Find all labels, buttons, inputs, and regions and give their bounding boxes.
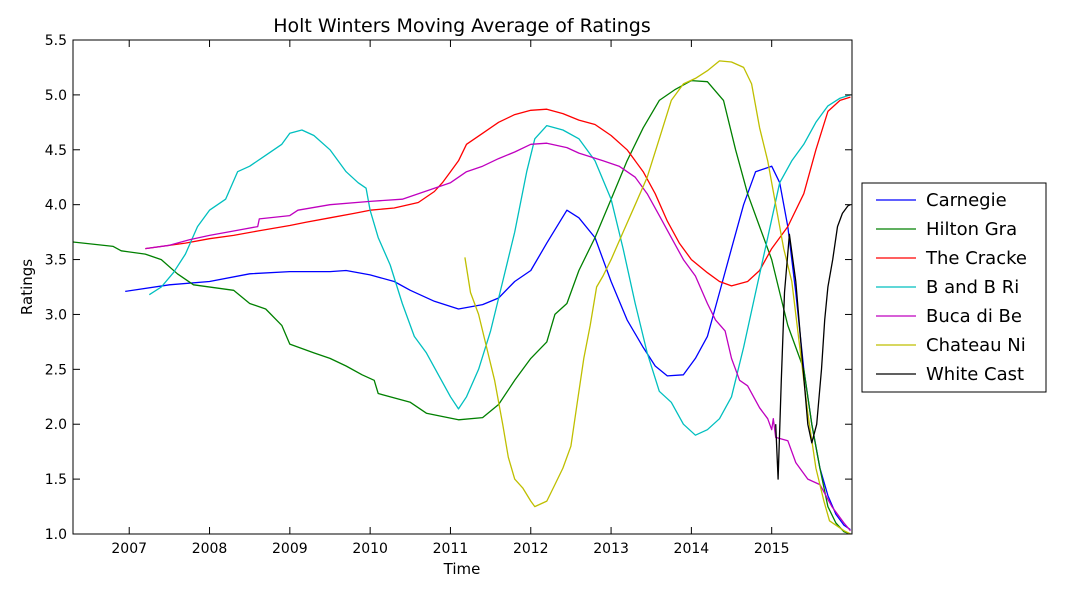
x-tick-label: 2014 [674,541,710,557]
x-tick-label: 2012 [513,541,549,557]
legend-entry: White Cast [876,364,1024,385]
legend-entry: Hilton Gra [876,219,1017,240]
y-tick: 2.0 [45,417,852,433]
x-tick: 2009 [272,40,308,557]
y-tick-label: 3.5 [45,253,67,269]
series-layer [73,60,851,534]
y-axis-label: Ratings [18,259,36,315]
x-tick: 2013 [593,40,629,557]
legend: Carnegie Hilton Gra The Cracke B and B Ri Bu… [861,182,1047,393]
plot-frame [72,39,853,535]
x-tick-label: 2011 [433,541,469,557]
x-tick-label: 2010 [352,541,388,557]
legend-label: Chateau Ni [926,335,1026,356]
x-tick: 2012 [513,40,549,557]
tick-layer: 2007 2008 2009 2010 2011 2012 2013 2014 2015 1.0 1… [45,33,852,557]
x-tick-label: 2007 [111,541,147,557]
x-tick: 2008 [192,40,228,557]
legend-entry: Carnegie [876,190,1007,211]
y-tick-label: 2.0 [45,417,67,433]
x-tick: 2010 [352,40,388,557]
chart-title: Holt Winters Moving Average of Ratings [273,15,651,37]
legend-label: Buca di Be [926,306,1022,327]
series-line-5 [145,142,851,532]
y-tick: 2.5 [45,362,852,378]
y-tick-label: 2.5 [45,362,67,378]
y-tick: 4.0 [45,198,852,214]
series-line-2 [73,79,851,534]
x-tick: 2014 [674,40,710,557]
y-tick-label: 4.0 [45,198,67,214]
x-tick-label: 2015 [754,541,790,557]
y-tick: 1.0 [45,527,852,543]
y-tick: 5.5 [45,33,852,49]
series-line-3 [145,96,851,287]
legend-label: White Cast [926,364,1024,385]
x-axis-label: Time [443,560,481,578]
y-tick: 1.5 [45,472,852,488]
x-tick-label: 2009 [272,541,308,557]
y-tick-label: 5.5 [45,33,67,49]
legend-label: Carnegie [926,190,1007,211]
y-tick-label: 1.5 [45,472,67,488]
series-line-6 [464,60,851,534]
legend-label: The Cracke [925,248,1027,269]
series-line-1 [125,165,851,531]
legend-entry: Buca di Be [876,306,1022,327]
y-tick-label: 1.0 [45,527,67,543]
legend-entry: The Cracke [876,248,1027,269]
series-line-4 [148,94,851,436]
legend-entry: Chateau Ni [876,335,1026,356]
y-tick: 3.5 [45,253,852,269]
y-tick: 5.0 [45,88,852,104]
x-tick-label: 2013 [593,541,629,557]
y-tick-label: 3.0 [45,307,67,323]
series-line-7 [775,204,851,480]
y-tick: 4.5 [45,143,852,159]
x-tick: 2015 [754,40,790,557]
legend-label: B and B Ri [926,277,1019,298]
x-tick-label: 2008 [192,541,228,557]
y-tick-label: 4.5 [45,143,67,159]
x-tick: 2011 [433,40,469,557]
y-tick: 3.0 [45,307,852,323]
legend-label: Hilton Gra [926,219,1017,240]
legend-entry: B and B Ri [876,277,1019,298]
y-tick-label: 5.0 [45,88,67,104]
x-tick: 2007 [111,40,147,557]
